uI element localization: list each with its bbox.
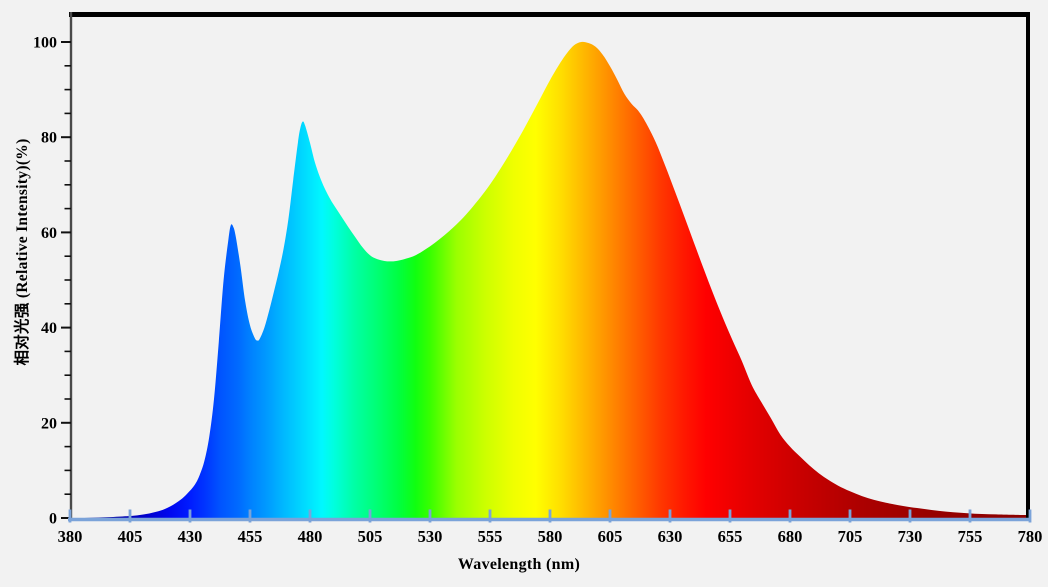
x-tick-label: 455 xyxy=(238,527,263,546)
x-tick-label: 630 xyxy=(658,527,683,546)
x-tick-label: 555 xyxy=(478,527,503,546)
x-tick-label: 755 xyxy=(958,527,983,546)
y-tick-label: 100 xyxy=(33,35,57,52)
x-tick-label: 480 xyxy=(298,527,323,546)
y-axis-title: 相对光强 (Relative Intensity)(%) xyxy=(14,138,31,366)
y-tick-label: 0 xyxy=(49,511,57,528)
x-tick-label: 705 xyxy=(838,527,863,546)
x-tick-label: 780 xyxy=(1018,527,1043,546)
spectrum-area xyxy=(70,41,1030,519)
x-tick-label: 730 xyxy=(898,527,923,546)
y-tick-label: 40 xyxy=(41,320,57,337)
x-axis-title: Wavelength (nm) xyxy=(457,556,581,573)
x-tick-label: 680 xyxy=(778,527,803,546)
x-tick-label: 380 xyxy=(58,527,83,546)
y-tick-label: 80 xyxy=(41,130,57,147)
x-tick-label: 605 xyxy=(598,527,623,546)
x-tick-label: 505 xyxy=(358,527,383,546)
y-tick-label: 60 xyxy=(41,225,57,242)
x-tick-label: 405 xyxy=(118,527,143,546)
x-tick-label: 430 xyxy=(178,527,203,546)
x-tick-label: 580 xyxy=(538,527,563,546)
y-tick-label: 20 xyxy=(41,415,57,432)
x-tick-label: 530 xyxy=(418,527,443,546)
x-tick-label: 655 xyxy=(718,527,743,546)
